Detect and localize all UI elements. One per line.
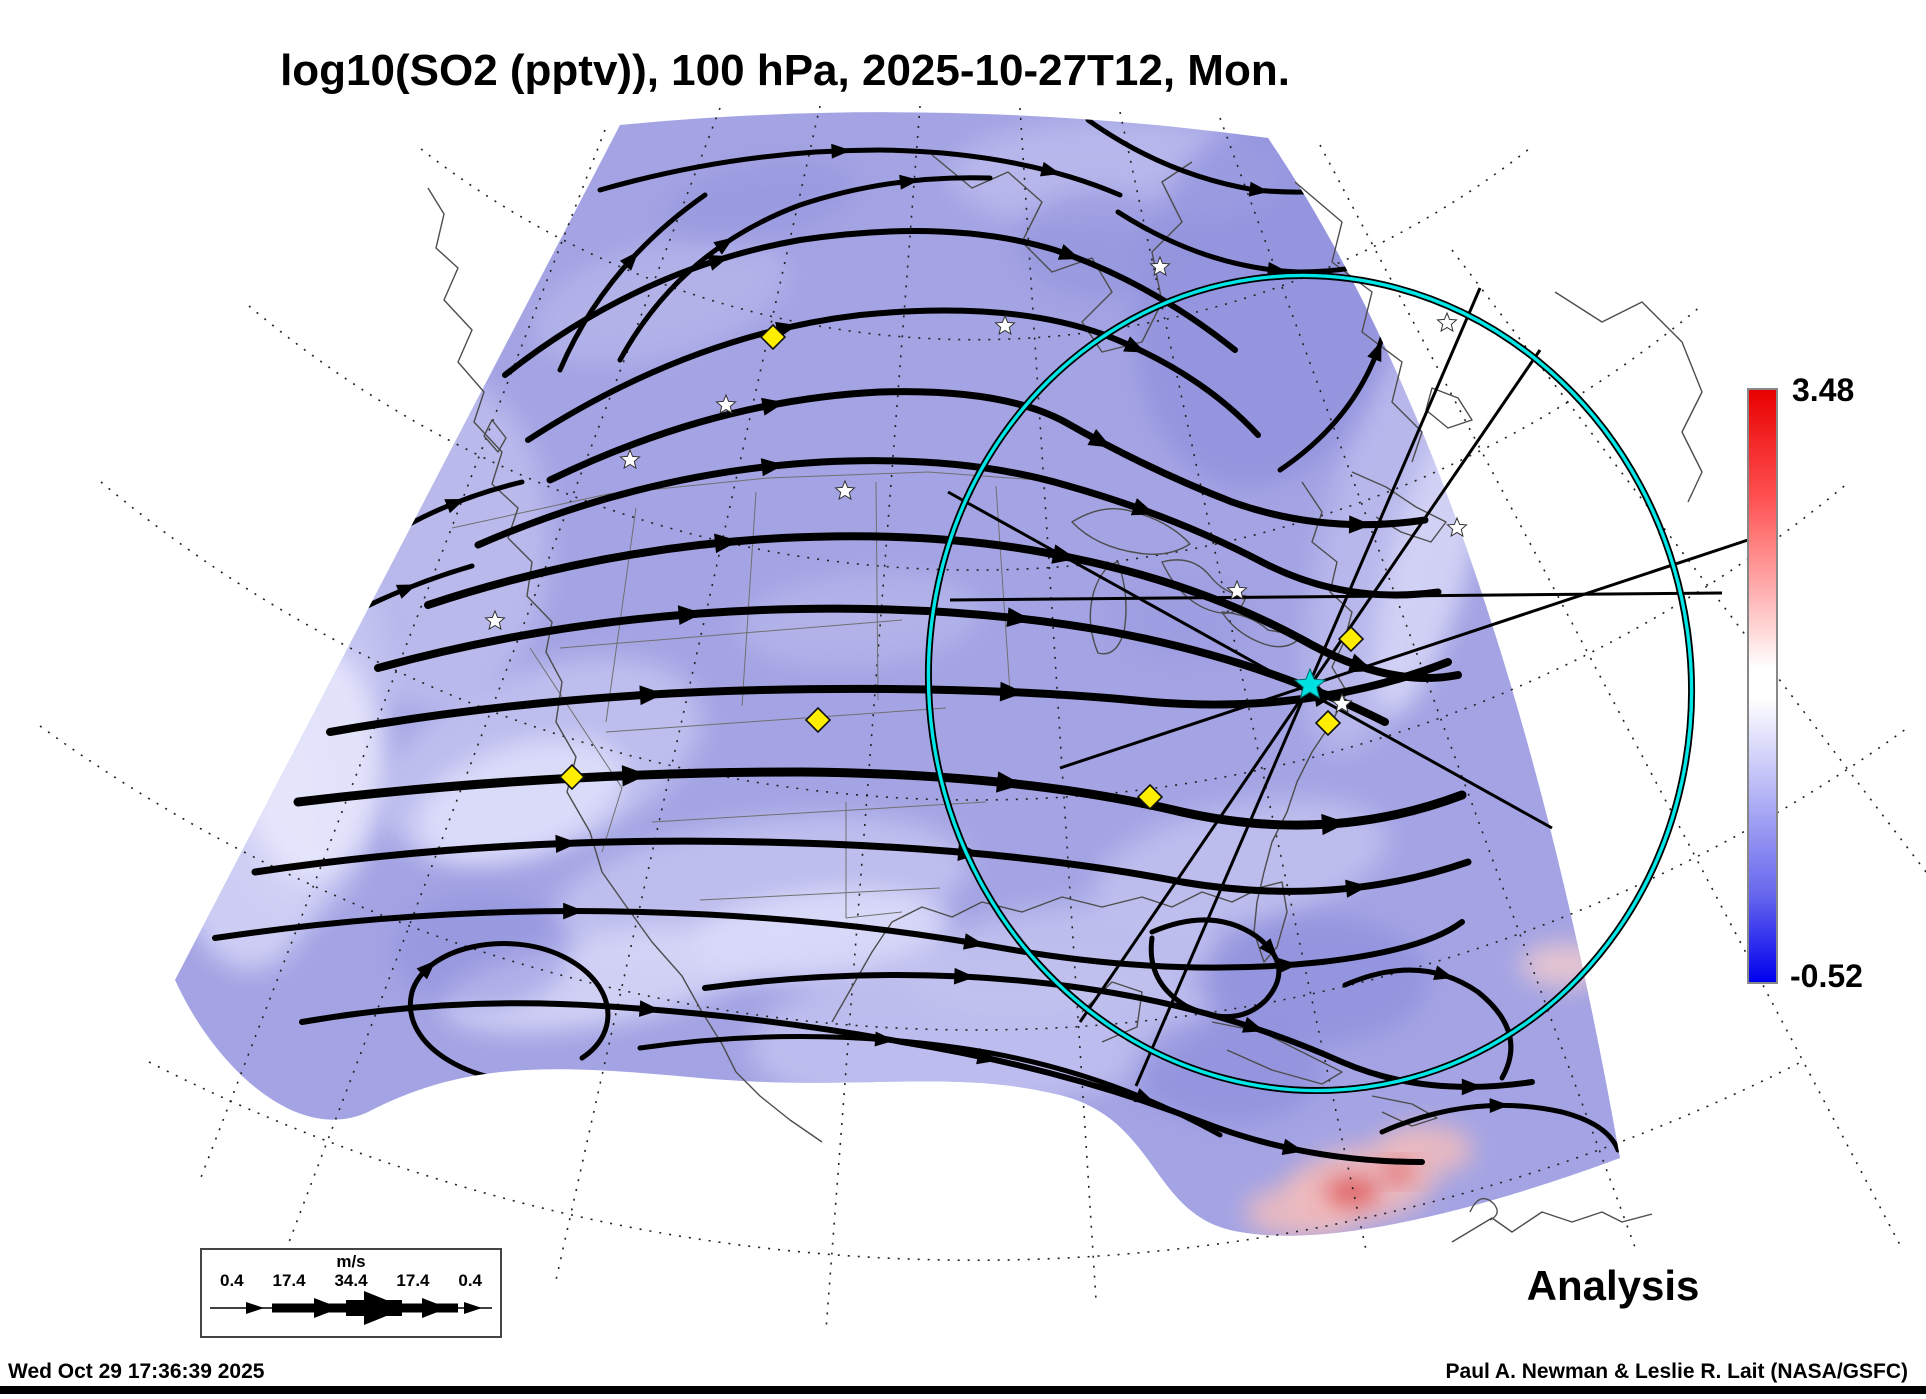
white-star-marker [1446, 516, 1468, 538]
yellow-diamond-marker [804, 706, 832, 734]
wind-legend-values: 0.4 17.4 34.4 17.4 0.4 [202, 1271, 500, 1290]
timestamp: Wed Oct 29 17:36:39 2025 [8, 1360, 265, 1383]
yellow-diamond-marker [558, 763, 586, 791]
yellow-diamond-marker [1136, 783, 1164, 811]
white-star-marker [1149, 255, 1171, 277]
wind-legend-value: 34.4 [334, 1271, 368, 1290]
yellow-diamond-marker [1337, 625, 1365, 653]
wind-legend-units: m/s [336, 1252, 366, 1271]
credit: Paul A. Newman & Leslie R. Lait (NASA/GS… [1445, 1360, 1908, 1383]
yellow-diamond-marker [1314, 709, 1342, 737]
colorbar-min-label: -0.52 [1790, 958, 1863, 994]
site-diamonds [558, 323, 1365, 811]
wind-legend-value: 17.4 [396, 1271, 430, 1290]
white-star-marker [834, 479, 856, 501]
bottom-bar [0, 1386, 1926, 1394]
wind-legend-value: 0.4 [220, 1271, 244, 1290]
wind-legend-value: 0.4 [458, 1271, 482, 1290]
center-cyan-star [1293, 667, 1327, 699]
white-star-marker [619, 448, 641, 470]
wind-speed-arrow-icon [210, 1291, 492, 1325]
white-star-marker [1331, 692, 1353, 714]
state-borders [451, 471, 1067, 919]
white-star-marker [484, 609, 506, 631]
white-star-marker [1226, 579, 1248, 601]
analysis-label: Analysis [1526, 1262, 1700, 1309]
white-star-marker [994, 314, 1016, 336]
colorbar [1747, 388, 1778, 984]
wind-speed-legend: m/s 0.4 17.4 34.4 17.4 0.4 [200, 1248, 502, 1338]
colorbar-max-label: 3.48 [1792, 372, 1855, 408]
wind-legend-value: 17.4 [272, 1271, 306, 1290]
white-star-marker [715, 393, 737, 415]
range-ring [926, 273, 1694, 1093]
station-stars [484, 255, 1468, 714]
plot-title: log10(SO2 (pptv)), 100 hPa, 2025-10-27T1… [280, 46, 1290, 95]
yellow-diamond-marker [759, 323, 787, 351]
white-star-marker [1436, 311, 1458, 333]
